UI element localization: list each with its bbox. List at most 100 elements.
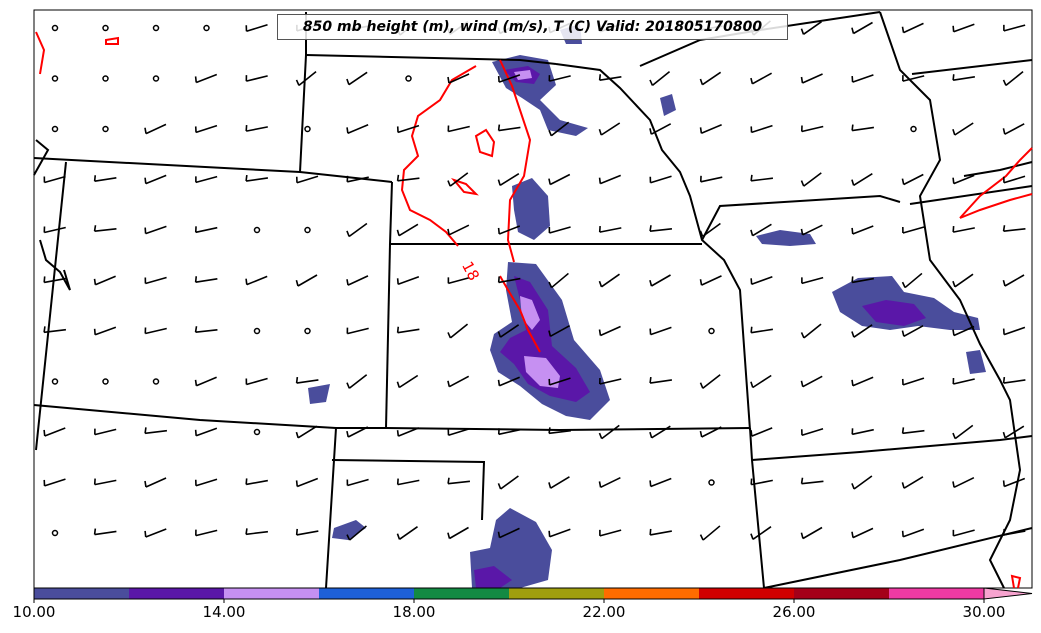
wind-barb-flag: [750, 278, 753, 285]
wind-barb: [599, 75, 622, 82]
colorbar-segment: [509, 588, 605, 599]
wind-barb-flag: [750, 326, 753, 333]
wind-barb-flag: [649, 79, 654, 86]
wind-barb-flag: [295, 528, 298, 535]
wind-barb: [145, 276, 167, 285]
calm-wind-circle: [304, 226, 311, 234]
wind-barb: [904, 272, 923, 289]
wind-barb: [549, 173, 571, 186]
calm-wind-circle: [51, 529, 59, 537]
wind-barb: [499, 527, 520, 539]
wind-barb: [246, 377, 268, 386]
wind-barb: [903, 476, 924, 489]
calm-wind-circle: [102, 125, 109, 133]
wind-barb: [751, 479, 773, 486]
wind-barb: [802, 73, 823, 84]
wind-barb-flag: [548, 330, 552, 337]
wind-barb-flag: [800, 332, 805, 339]
wind-barb: [701, 275, 722, 286]
contour-18-west: [35, 31, 46, 75]
wind-barb-flag: [447, 180, 451, 187]
contour-18-northeast: [959, 147, 1033, 219]
wind-barb: [349, 525, 367, 541]
wind-barb-flag: [396, 430, 400, 437]
colorbar-segment: [889, 588, 985, 599]
wind-barb: [195, 175, 218, 184]
border-wisconsin-illinois: [909, 185, 1033, 205]
wind-barb: [245, 177, 269, 182]
wind-barb: [144, 429, 168, 435]
wind-barb: [246, 479, 268, 486]
wind-barb-flag: [851, 379, 854, 386]
precip-area-small-1: [308, 384, 330, 404]
wind-barb: [397, 479, 420, 486]
wind-barb-flag: [699, 230, 704, 237]
wind-barb: [700, 176, 723, 183]
wind-barb: [954, 122, 974, 136]
wind-barb: [903, 173, 924, 186]
precip-shading: [308, 24, 986, 588]
wind-barb: [195, 73, 218, 84]
wind-barb-flag: [548, 178, 551, 185]
wind-barb-flag: [1002, 480, 1006, 487]
wind-barb-flag: [851, 276, 854, 283]
colorbar-extend-arrow: [983, 587, 1033, 600]
wind-barb: [600, 174, 621, 185]
wind-barb: [246, 24, 268, 32]
wind-barb: [853, 21, 873, 35]
wind-barb: [348, 222, 368, 238]
wind-barb: [1003, 477, 1026, 488]
wind-barb-flag: [43, 276, 46, 283]
wind-barb-flag: [1002, 376, 1006, 384]
wind-barb-flag: [800, 28, 805, 35]
contour-18-loop: [474, 128, 496, 158]
wind-barb: [852, 74, 874, 83]
colorbar-segment: [699, 588, 795, 599]
wind-barb-flag: [800, 532, 804, 539]
wind-barb: [752, 526, 772, 540]
wind-barb: [852, 277, 874, 284]
wind-barb-flag: [598, 129, 603, 136]
calm-wind-circle: [152, 24, 160, 32]
wind-barb: [94, 326, 117, 336]
calm-wind-circle: [253, 226, 261, 234]
border-idaho-wyoming: [35, 161, 67, 451]
wind-barb: [550, 476, 570, 489]
contour-18-ridge: [499, 59, 532, 263]
wind-barb: [549, 324, 571, 338]
colorbar-tick-label: 14.00: [202, 603, 246, 621]
precip-area-small-3: [660, 94, 676, 116]
border-lake-islands: [39, 239, 71, 291]
wind-barb: [145, 327, 167, 335]
wind-barb-flag: [598, 177, 602, 184]
wind-barb-flag: [649, 279, 653, 287]
wind-barb-flag: [750, 174, 753, 181]
wind-barb: [650, 175, 672, 184]
wind-barb-flag: [346, 127, 349, 134]
wind-barb: [953, 75, 975, 82]
border-iowa-south: [701, 194, 901, 241]
wind-barb: [902, 377, 925, 386]
wind-barb: [498, 277, 521, 284]
wind-barb-flag: [144, 177, 147, 184]
wind-barb-flag: [396, 326, 400, 333]
wind-barb: [498, 126, 521, 132]
wind-barb-flag: [497, 379, 501, 386]
wind-barb: [902, 429, 925, 435]
colorbar-outline: [33, 587, 985, 600]
wind-barb: [499, 376, 520, 387]
wind-barb: [1004, 425, 1025, 439]
colorbar-segment: [224, 588, 320, 599]
wind-barb: [751, 72, 773, 85]
wind-barb-flag: [346, 534, 351, 541]
wind-barb: [852, 527, 874, 539]
wind-barb: [599, 529, 622, 537]
wind-barb: [296, 530, 319, 536]
wind-barb-flag: [346, 78, 350, 85]
wind-barb: [499, 324, 520, 338]
wind-barb: [297, 425, 318, 439]
wind-barb-flag: [396, 533, 401, 540]
wind-barb: [195, 329, 218, 333]
wind-barb-flag: [851, 331, 855, 338]
wind-barb-flag: [699, 430, 703, 438]
